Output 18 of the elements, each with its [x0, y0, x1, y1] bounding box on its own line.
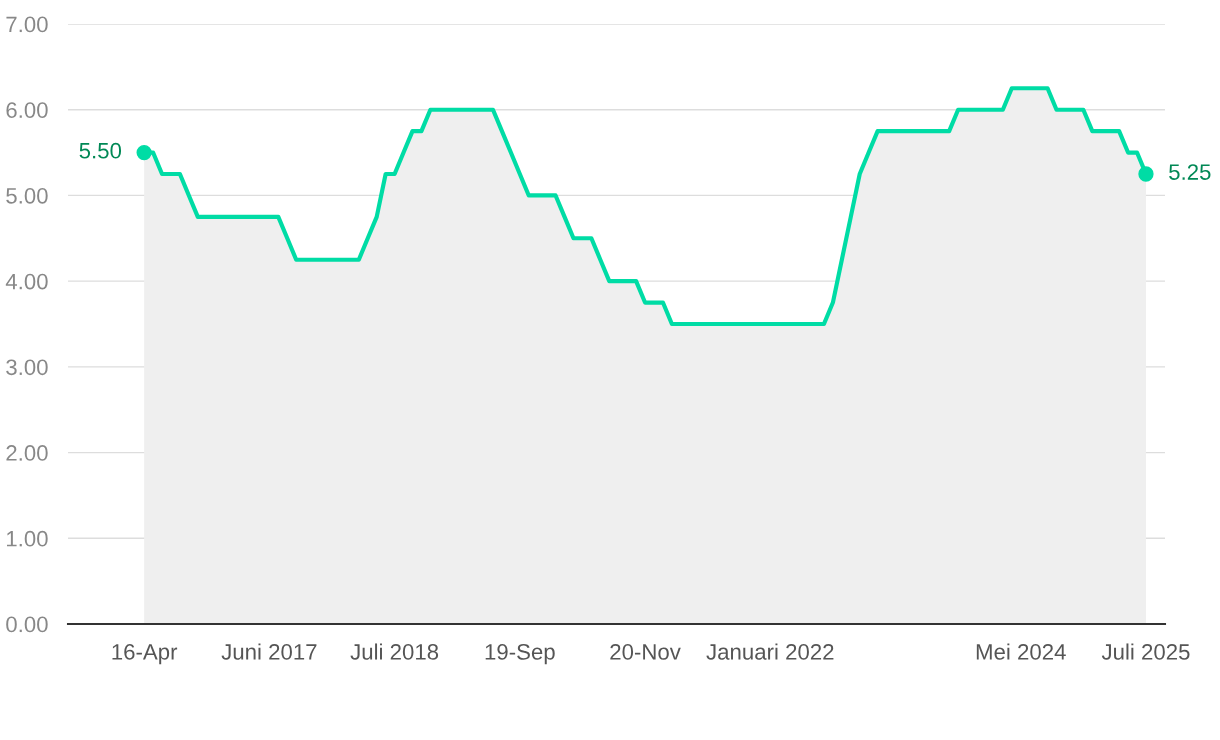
y-tick-label: 7.00 — [6, 16, 48, 33]
x-tick-label: Juli 2025 — [1101, 643, 1190, 660]
y-tick-label: 4.00 — [5, 273, 48, 290]
x-tick-label: Juli 2018 — [350, 643, 439, 660]
x-tick-label: 20-Nov — [610, 644, 681, 660]
y-tick-label: 6.00 — [6, 102, 48, 118]
x-tick-label: Mei 2024 — [976, 643, 1066, 660]
x-tick-label: Januari 2022 — [706, 643, 834, 660]
annotation: 5.50 — [79, 142, 122, 159]
y-tick-label: 2.00 — [6, 445, 48, 461]
y-tick-label: 0.00 — [6, 616, 48, 633]
x-tick-label: 16-Apr — [112, 644, 178, 665]
x-tick-label: Juni 2017 — [221, 643, 317, 660]
x-tick-label: 19-Sep — [485, 644, 555, 665]
y-tick-label: 5.00 — [6, 187, 48, 204]
y-tick-label: 3.00 — [6, 359, 48, 376]
y-tick-label: 1.00 — [7, 530, 48, 547]
annotation: 5.25 — [1169, 164, 1211, 180]
